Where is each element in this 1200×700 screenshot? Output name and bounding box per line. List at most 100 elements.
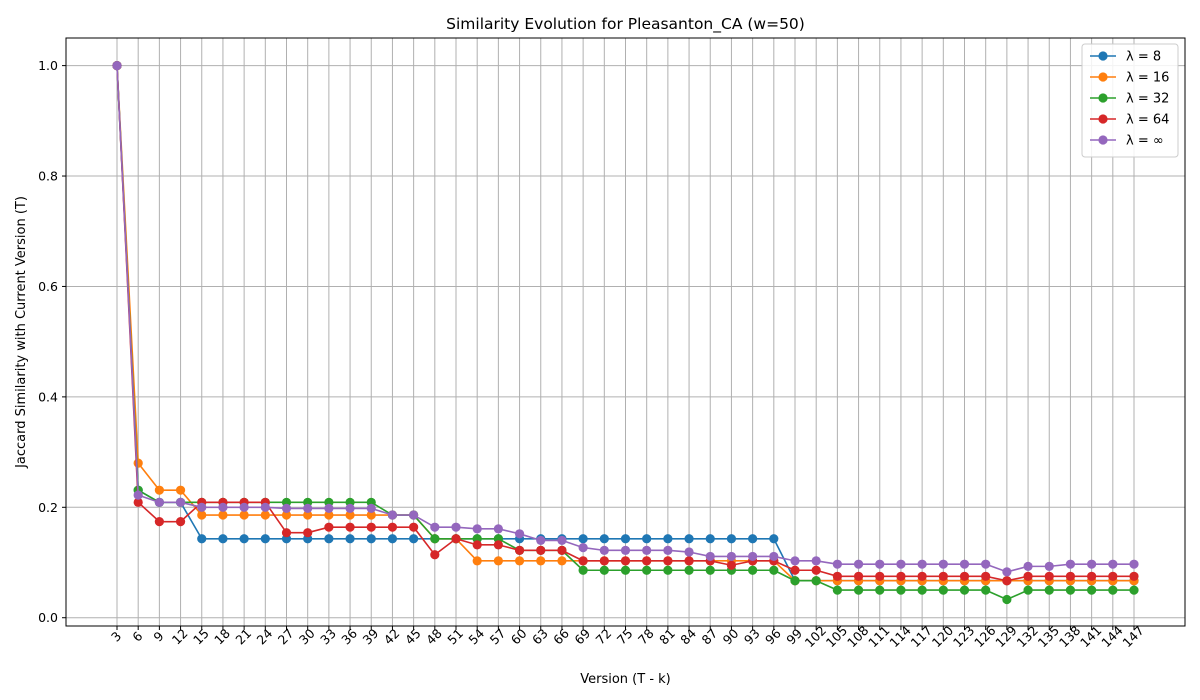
data-point [218, 534, 228, 544]
data-point [853, 585, 864, 595]
data-point [133, 497, 143, 507]
x-axis-title: Version (T - k) [580, 672, 671, 687]
data-point [175, 497, 186, 507]
data-point [260, 502, 270, 512]
legend-marker [1098, 93, 1108, 103]
y-tick-label: 0.4 [38, 389, 58, 404]
data-point [853, 571, 864, 581]
data-point [705, 565, 715, 575]
data-point [366, 503, 376, 513]
data-point [853, 559, 864, 569]
data-point [557, 535, 567, 546]
data-point [1002, 576, 1012, 586]
y-axis-title: Jaccard Similarity with Current Version … [14, 196, 29, 469]
data-point [790, 556, 800, 566]
legend-label: λ = 32 [1126, 92, 1169, 107]
data-point [811, 565, 821, 575]
data-point [642, 556, 652, 566]
y-tick-label: 0.6 [38, 279, 58, 294]
data-point [303, 503, 313, 513]
data-point [917, 559, 927, 569]
data-point [324, 534, 334, 544]
data-point [430, 534, 440, 544]
data-point [366, 522, 376, 532]
data-point [599, 545, 609, 555]
data-point [303, 510, 313, 520]
data-point [1002, 567, 1012, 577]
data-point [133, 458, 143, 468]
legend-item: λ = 64 [1090, 113, 1169, 128]
data-point [981, 571, 991, 581]
data-point [472, 540, 482, 550]
y-tick-label: 1.0 [38, 58, 58, 73]
data-point [663, 565, 673, 575]
data-point [197, 510, 207, 520]
data-point [663, 556, 673, 566]
data-point [366, 510, 376, 520]
data-point [303, 528, 313, 538]
data-point [959, 585, 970, 595]
data-point [642, 534, 652, 544]
data-point [811, 576, 821, 586]
data-point [684, 534, 694, 544]
data-point [684, 565, 694, 575]
data-point [684, 556, 694, 566]
data-point [917, 571, 927, 581]
data-point [493, 524, 503, 534]
data-point [387, 522, 398, 532]
data-point [642, 565, 652, 575]
data-point [260, 510, 270, 520]
data-point [1023, 561, 1033, 571]
data-point [811, 556, 821, 566]
legend-marker [1098, 51, 1108, 61]
legend-label: λ = ∞ [1126, 134, 1164, 149]
data-point [578, 556, 588, 566]
data-point [133, 490, 143, 500]
data-point [832, 571, 842, 581]
data-point [260, 534, 270, 544]
data-point [1044, 571, 1054, 581]
data-point [938, 585, 948, 595]
data-point [1108, 571, 1118, 581]
data-point [387, 534, 398, 544]
data-point [1065, 585, 1076, 595]
data-point [875, 571, 885, 581]
data-point [536, 556, 546, 566]
data-point [493, 556, 503, 566]
data-point [345, 503, 355, 513]
data-point [514, 529, 525, 539]
data-point [324, 503, 334, 513]
data-point [620, 534, 631, 544]
data-point [578, 543, 588, 553]
data-point [917, 585, 927, 595]
legend-item: λ = 32 [1090, 92, 1169, 107]
data-point [472, 524, 482, 534]
data-point [557, 545, 567, 555]
data-point [684, 547, 694, 557]
y-tick-label: 0.8 [38, 169, 58, 184]
data-point [769, 551, 779, 562]
legend-marker [1098, 135, 1108, 145]
data-point [875, 585, 885, 595]
data-point [387, 510, 398, 520]
data-point [197, 534, 207, 544]
data-point [705, 534, 715, 544]
data-point [239, 502, 249, 512]
data-point [663, 534, 673, 544]
series-5 [112, 61, 1139, 577]
data-point [599, 534, 609, 544]
data-point [451, 534, 461, 544]
data-point [175, 485, 186, 495]
data-point [1129, 585, 1139, 595]
data-point [748, 534, 758, 544]
data-point [514, 556, 525, 566]
data-point [981, 585, 991, 595]
data-point [1087, 559, 1097, 569]
data-point [896, 585, 906, 595]
data-point [239, 510, 249, 520]
data-point [769, 565, 779, 575]
data-point [409, 510, 419, 520]
data-point [620, 556, 631, 566]
data-point [175, 517, 186, 527]
data-point [514, 545, 525, 555]
